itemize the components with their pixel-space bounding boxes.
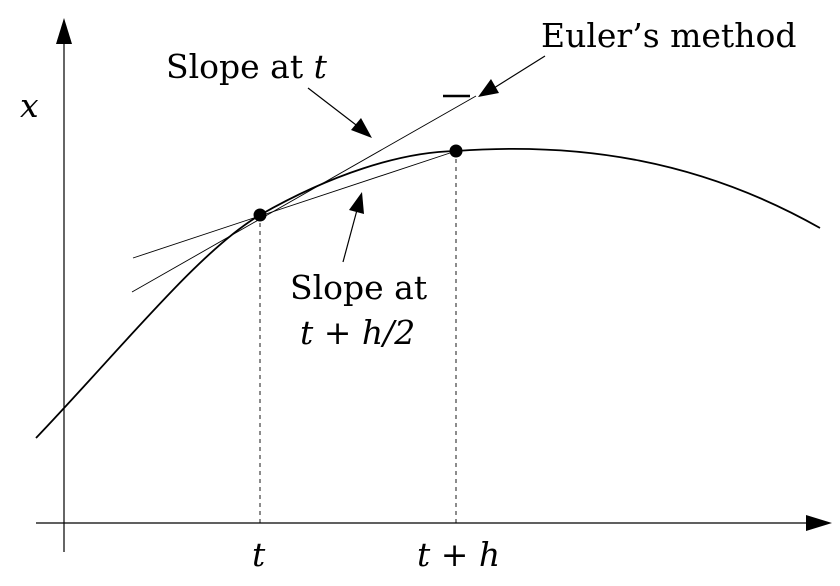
arrow-slope-at-t-head	[351, 118, 372, 138]
label-slope-at-t: Slope at t	[166, 47, 328, 86]
tick-label-t: t	[252, 535, 266, 574]
tick-label-t-plus-h: t + h	[417, 535, 500, 574]
x-axis-arrowhead	[806, 515, 832, 531]
point-at-t-plus-h	[449, 144, 463, 158]
arrow-euler-head	[478, 79, 499, 97]
tangent-slope-at-t	[131, 95, 477, 293]
secant-slope-at-midpoint	[132, 150, 457, 259]
label-slope-mid-line1: Slope at	[290, 268, 427, 307]
point-at-t	[253, 208, 267, 222]
y-axis-arrowhead	[56, 18, 72, 44]
arrow-slope-mid-head	[349, 192, 364, 214]
annotation-arrows	[307, 55, 546, 263]
arrow-euler	[493, 55, 546, 89]
label-slope-at-t-prefix: Slope at	[166, 47, 314, 86]
label-slope-mid-line2: t + h/2	[300, 313, 415, 352]
label-slope-at-t-var: t	[314, 47, 328, 86]
label-euler-method: Euler’s method	[541, 16, 796, 55]
solution-curve	[35, 147, 821, 439]
arrow-slope-mid	[342, 209, 358, 263]
y-axis-label: x	[20, 86, 39, 125]
axes	[36, 18, 832, 552]
arrow-slope-at-t	[307, 87, 361, 129]
